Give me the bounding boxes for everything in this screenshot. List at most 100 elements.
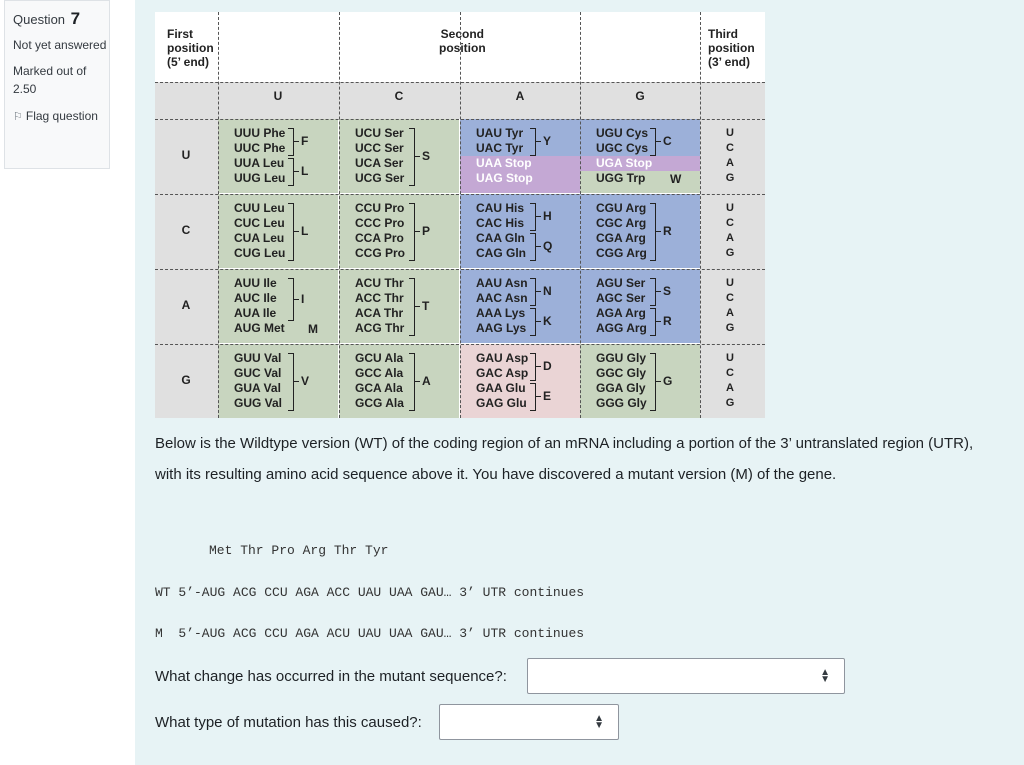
amino-acid-letter: Y: [543, 134, 552, 148]
bracket-tick-icon: [656, 141, 661, 142]
intro-text: Below is the Wildtype version (WT) of th…: [155, 435, 974, 483]
codon-block-fill: [460, 119, 580, 156]
codon: GGC Gly: [596, 366, 647, 380]
bracket-tick-icon: [656, 291, 661, 292]
first-base-a: A: [181, 298, 191, 312]
bracket-tick-icon: [294, 171, 299, 172]
codon-block-fill: [580, 194, 700, 268]
codon: CGG Arg: [596, 246, 647, 260]
codon-block-fill: [580, 119, 700, 156]
table-column-divider: [339, 12, 340, 418]
flag-icon[interactable]: ⚐: [13, 111, 23, 123]
codon: GGA Gly: [596, 381, 646, 395]
amino-acid-letter: H: [543, 209, 552, 223]
codon: UCU Ser: [355, 126, 404, 140]
codon-block-fill: [218, 119, 338, 193]
flag-label[interactable]: Flag question: [25, 109, 98, 123]
bracket-tick-icon: [536, 141, 541, 142]
amino-acid-letter: R: [663, 224, 672, 238]
bracket-tick-icon: [415, 381, 420, 382]
third-base-c: C: [726, 292, 734, 304]
codon: UAA Stop: [476, 156, 532, 170]
flag-question-link[interactable]: ⚐ Flag question: [13, 107, 109, 126]
bracket-tick-icon: [536, 291, 541, 292]
first-base-c: C: [181, 223, 191, 237]
first-position-header: First position (5’ end): [167, 27, 214, 69]
bracket-icon: [650, 128, 656, 156]
codon: AUU Ile: [234, 276, 277, 290]
codon: UGA Stop: [596, 156, 653, 170]
codon: UGG Trp: [596, 171, 646, 185]
codon: GUU Val: [234, 351, 282, 365]
table-column-divider: [700, 12, 701, 418]
bracket-icon: [288, 203, 294, 261]
question-number-value: 7: [70, 9, 81, 28]
second-base-u: U: [273, 89, 283, 103]
third-base-g: G: [725, 322, 735, 334]
codon: AGA Arg: [596, 306, 646, 320]
third-base-u: U: [726, 127, 734, 139]
amino-acid-letter: V: [301, 374, 310, 388]
codon-block-fill: [460, 269, 580, 306]
bracket-icon: [650, 203, 656, 261]
codon: CUC Leu: [234, 216, 285, 230]
third-column-fill: [700, 82, 765, 418]
codon-block-fill: [460, 306, 580, 321]
table-column-divider: [218, 12, 219, 418]
codon-block-fill: [580, 171, 700, 193]
bracket-icon: [530, 383, 536, 411]
codon-block-fill: [218, 269, 338, 343]
third-base-g: G: [725, 247, 735, 259]
codon: AAA Lys: [476, 306, 526, 320]
amino-acid-letter: S: [663, 284, 672, 298]
bracket-tick-icon: [294, 298, 299, 300]
codon-block-fill: [339, 194, 459, 268]
question-number: Question 7: [13, 9, 109, 29]
codon: UCA Ser: [355, 156, 404, 170]
bracket-tick-icon: [656, 321, 661, 322]
amino-acid-letter: M: [308, 322, 318, 336]
bracket-tick-icon: [656, 231, 661, 232]
bracket-icon: [650, 308, 656, 336]
codon-block-fill: [580, 269, 700, 343]
second-position-header: Second position: [439, 27, 486, 55]
question-1-label: What change has occurred in the mutant s…: [155, 668, 507, 685]
codon: AGU Ser: [596, 276, 646, 290]
codon: ACA Thr: [355, 306, 404, 320]
codon: ACG Thr: [355, 321, 405, 335]
third-base-g: G: [725, 172, 735, 184]
codon: ACC Thr: [355, 291, 404, 305]
codon: CCC Pro: [355, 216, 405, 230]
codon: UGU Cys: [596, 126, 649, 140]
bracket-tick-icon: [415, 156, 420, 157]
third-base-a: A: [726, 232, 734, 244]
mutation-type-select[interactable]: ▲ ▼: [439, 704, 619, 740]
codon: UAU Tyr: [476, 126, 524, 140]
codon-block-fill: [580, 156, 700, 171]
amino-acid-letter: P: [422, 224, 431, 238]
bracket-icon: [530, 233, 536, 261]
wildtype-sequence: WT 5’-AUG ACG CCU AGA ACC UAU UAA GAU… 3…: [155, 585, 585, 600]
second-base-c: C: [394, 89, 404, 103]
amino-acid-letter: K: [543, 314, 552, 328]
codon: GGU Gly: [596, 351, 647, 365]
amino-acid-letter: N: [543, 284, 552, 298]
amino-acid-letter: L: [301, 164, 309, 178]
question-grade: Marked out of 2.50: [13, 62, 109, 98]
codon: CGC Arg: [596, 216, 647, 230]
codon-block-fill: [218, 344, 338, 418]
grade-value: 2.50: [13, 82, 37, 96]
codon: AUC Ile: [234, 291, 277, 305]
change-select[interactable]: ▲ ▼: [527, 658, 845, 694]
codon: AGG Arg: [596, 321, 647, 335]
codon: GCC Ala: [355, 366, 404, 380]
codon: CUU Leu: [234, 201, 285, 215]
third-base-a: A: [726, 157, 734, 169]
question-label: Question: [13, 12, 66, 27]
third-base-c: C: [726, 367, 734, 379]
codon-block-fill: [218, 194, 338, 268]
bracket-icon: [288, 128, 294, 156]
codon-block-fill: [339, 269, 459, 343]
codon: GCU Ala: [355, 351, 404, 365]
third-base-c: C: [726, 217, 734, 229]
